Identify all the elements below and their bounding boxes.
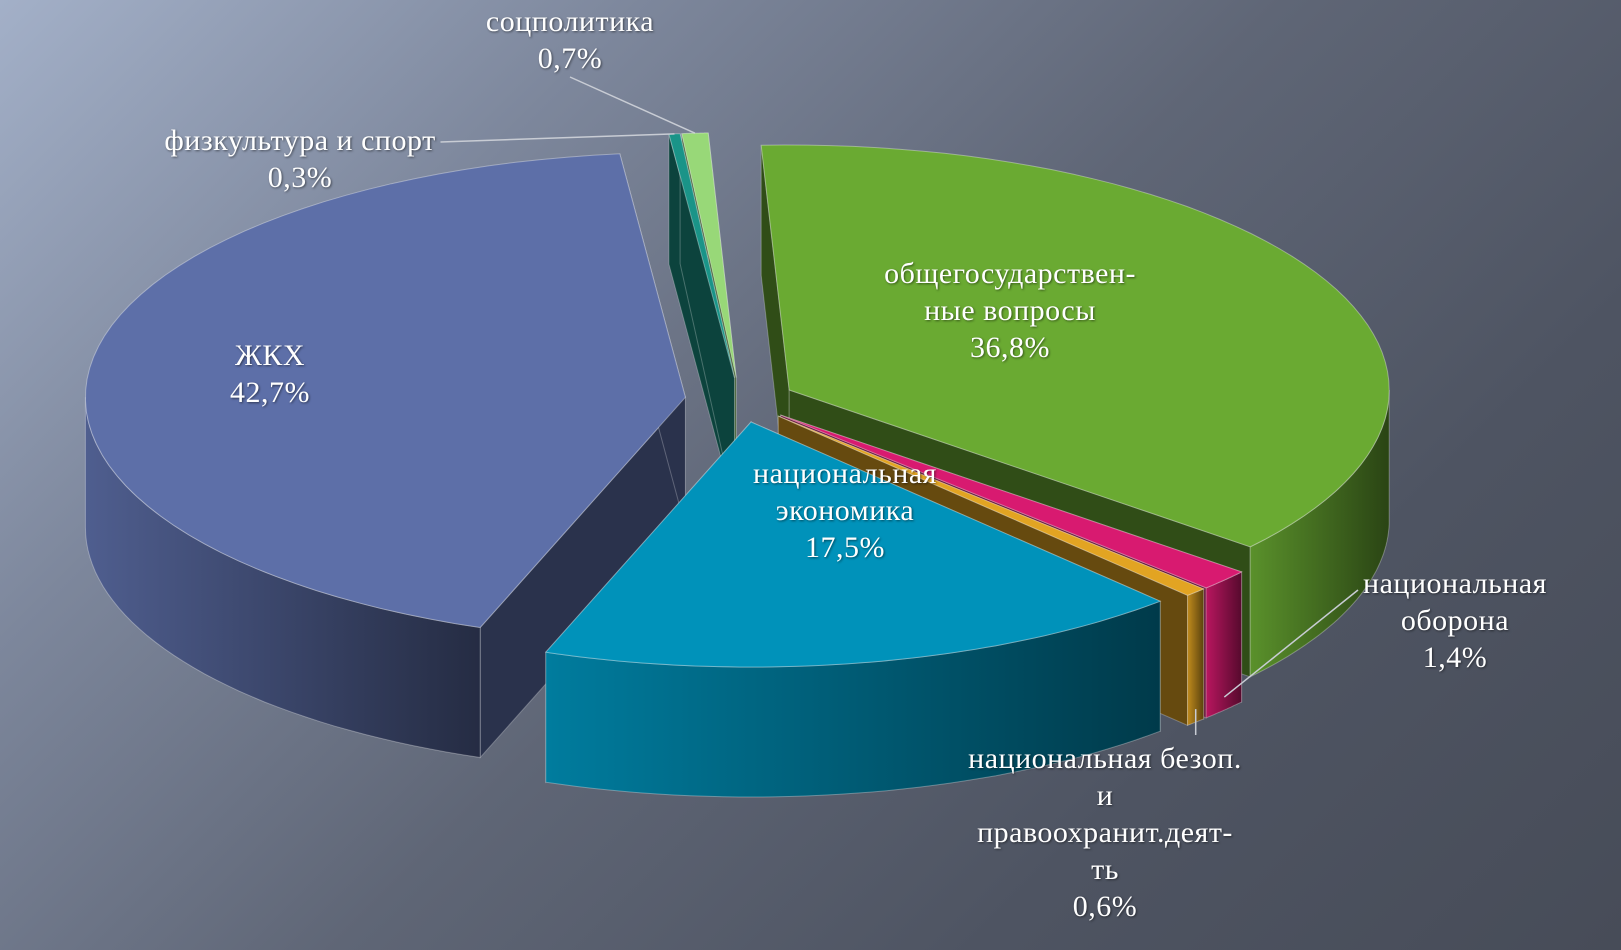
slice-label: общегосударствен- ные вопросы 36,8% [884,255,1136,366]
value-label: 17,5% [805,531,885,564]
leader-line [440,133,675,143]
slice-top [544,421,1162,668]
leader-line [1223,589,1359,698]
slice-outer-side [1187,588,1205,726]
slice-label: национальная безоп. и правоохранит.деят-… [968,740,1242,925]
slice-label: национальная оборона 1,4% [1363,565,1547,676]
slice-label: ЖКХ 42,7% [230,337,310,411]
value-label: 0,3% [267,161,333,194]
value-label: 0,7% [537,42,603,75]
slice [544,420,1162,798]
value-label: 36,8% [970,331,1050,364]
value-label: 42,7% [230,376,310,409]
category-label: соцполитика [485,5,655,38]
category-label: общегосударствен- ные вопросы [884,257,1136,327]
category-label: национальная безоп. и правоохранит.деят-… [968,742,1242,886]
slice-label: физкультура и спорт 0,3% [164,122,435,196]
slice-outer-side [1205,570,1243,719]
slice-top [780,414,1243,589]
slice-outer-side [84,397,481,759]
slice-label: национальная экономика 17,5% [753,455,937,566]
slice-top [760,144,1390,548]
slice-top [778,415,1206,596]
slice-top [84,153,686,629]
category-label: национальная оборона [1363,567,1547,637]
category-label: национальная экономика [753,457,937,527]
slice [84,153,686,759]
slice-label: соцполитика 0,7% [486,3,654,77]
value-label: 1,4% [1422,641,1488,674]
category-label: физкультура и спорт [164,124,436,157]
leader-line [569,76,696,134]
category-label: ЖКХ [234,339,306,372]
value-label: 0,6% [1072,890,1138,923]
